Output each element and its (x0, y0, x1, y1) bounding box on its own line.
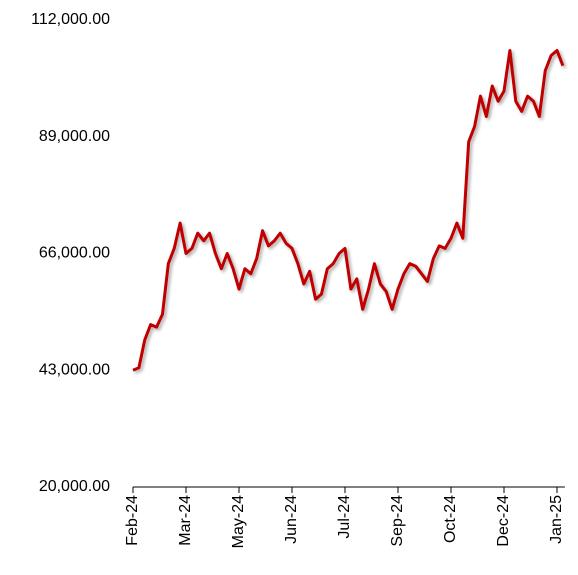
x-tick-label: Dec-24 (495, 495, 512, 547)
price-line (132, 48, 565, 372)
x-tick-label: Sep-24 (389, 495, 406, 547)
x-tick-label: Jul-24 (336, 495, 353, 539)
x-tick-label: May-24 (230, 495, 247, 548)
x-tick-label: Jan-25 (548, 495, 565, 544)
y-tick-label: 66,000.00 (39, 245, 110, 262)
y-tick-label: 43,000.00 (39, 361, 110, 378)
x-tick-label: Mar-24 (177, 495, 194, 546)
y-tick-label: 89,000.00 (39, 128, 110, 145)
x-tick-label: Feb-24 (124, 495, 141, 546)
y-tick-label: 112,000.00 (31, 11, 110, 28)
x-tick-label: Jun-24 (283, 495, 300, 544)
y-tick-label: 20,000.00 (39, 478, 110, 495)
x-tick-label: Oct-24 (442, 495, 459, 543)
